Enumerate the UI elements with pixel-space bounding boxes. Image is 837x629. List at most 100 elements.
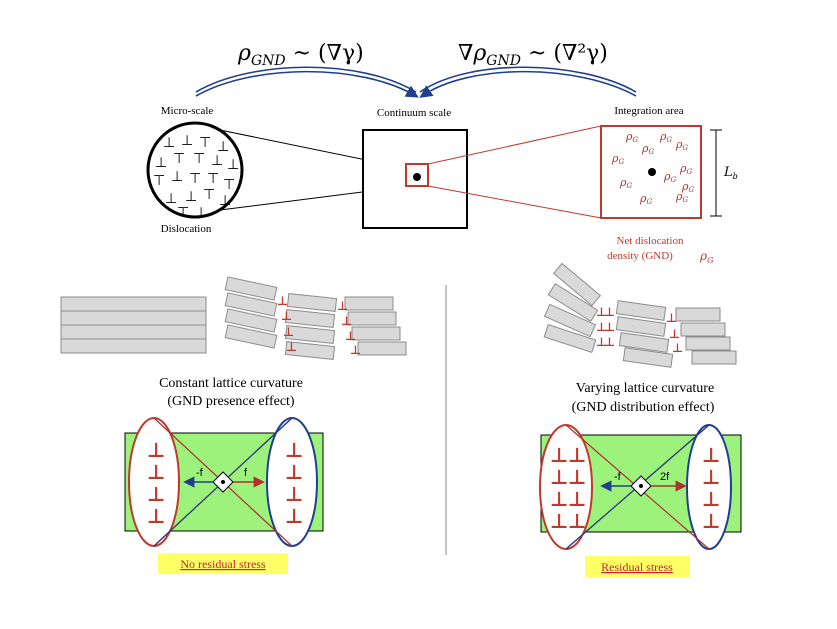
lattice-block [224,276,278,301]
dislocation-symbol: ⊤ [189,170,201,186]
dislocation-symbol: ⊥ [217,138,229,154]
ellipse-dislocation-symbol: ⊥ [285,484,303,506]
length-marker: Lb [710,129,738,217]
left-title-line1: Constant lattice curvature [159,376,303,391]
rho-g-label: ρG [679,162,692,176]
gnd-dislocation-symbol: ⊥ [350,343,361,357]
lattice-block [224,308,278,333]
ellipse-dislocation-symbol: ⊥ [285,506,303,528]
lattice-block [691,350,737,365]
rho-g-label: ρG [659,130,672,144]
lattice-block [286,292,338,313]
left-force-minus-label: -f [196,467,204,479]
gnd-dislocation-symbol: ⊥ [666,311,677,325]
gnd-dislocation-symbol: ⊥ [277,294,288,308]
right-title-line2: (GND distribution effect) [572,400,715,415]
dislocation-symbol: ⊤ [203,186,215,202]
lattice-block [618,332,670,353]
ellipse-dislocation-symbol: ⊥ [147,506,165,528]
ellipse-dislocation-symbol: ⊥ [147,440,165,462]
rho-g-label: ρG [625,130,638,144]
dislocation-symbol: ⊤ [193,150,205,166]
lattice-block [351,326,401,341]
lattice-block [224,292,278,317]
dislocation-symbol: ⊥ [219,192,231,208]
svg-text:Net dislocation: Net dislocation [617,235,684,247]
dislocation-symbol: ⊤ [173,150,185,166]
rho-g-label: ρG [675,190,688,204]
gnd-dislocation-symbol: ⊥ [281,309,292,323]
dislocation-symbol: ⊤ [223,176,235,192]
ellipse-dislocation-symbol: ⊥ [702,511,720,533]
gnd-dislocation-symbol: ⊥ [596,320,607,334]
gnd-dislocation-symbol: ⊥ [604,320,615,334]
lattice-block [357,341,407,356]
no-residual-stress-badge: No residual stress [158,553,288,574]
dislocation-symbol: ⊥ [185,188,197,204]
rho-g-label: ρG [639,192,652,206]
micro-scale-circle: ⊥ ⊥ ⊤ ⊥⊥ ⊤ ⊤ ⊥ ⊥⊤ ⊥ ⊤ ⊤ ⊤⊥ ⊥ ⊤ ⊥⊤ ⊥ [146,121,244,220]
dislocation-symbol: ⊤ [153,172,165,188]
gnd-dislocation-symbol: ⊥ [672,341,683,355]
ellipse-dislocation-symbol: ⊥ [568,511,586,533]
dislocation-symbol: ⊥ [181,132,193,148]
lattice-block [622,347,674,368]
right-force-plus-label: 2f [660,471,670,483]
dislocation-symbol: ⊤ [199,134,211,150]
lattice-block [284,308,336,329]
dislocation-symbol: ⊥ [171,168,183,184]
lattice-block [675,307,721,322]
gnd-dislocation-symbol: ⊥ [596,335,607,349]
continuum-scale-label: Continuum scale [377,107,451,119]
lattice-block [224,324,278,349]
gnd-dislocation-symbol: ⊥ [341,314,352,328]
ellipse-dislocation-symbol: ⊥ [285,462,303,484]
rho-g-label: ρG [619,176,632,190]
lattice-block [347,311,397,326]
micro-scale-label: Micro-scale [161,105,214,117]
ellipse-dislocation-symbol: ⊥ [550,445,568,467]
svg-text:Lb: Lb [723,165,738,181]
svg-text:ρG: ρG [699,249,714,265]
rho-g-label: ρG [641,142,654,156]
lattice-block [547,283,599,322]
lattice-block [284,324,336,345]
dislocation-symbol: ⊥ [227,156,239,172]
curved-lattice-right: ⊥⊥⊥⊥⊥⊥⊥⊥⊥ [543,262,737,368]
lattice-block [543,303,597,338]
lattice-block [284,340,336,361]
dislocation-symbol: ⊥ [165,190,177,206]
dislocation-symbol: ⊤ [177,204,189,220]
lattice-block [552,262,602,307]
ellipse-dislocation-symbol: ⊥ [568,467,586,489]
gnd-dislocation-symbol: ⊥ [604,305,615,319]
gnd-dislocation-symbol: ⊥ [337,299,348,313]
dislocation-symbol: ⊥ [195,204,207,220]
dislocation-symbol: ⊥ [211,152,223,168]
flat-lattice-stack [60,296,207,354]
svg-text:ρGND ~ (∇γ): ρGND ~ (∇γ) [237,41,364,69]
lattice-block [615,316,667,337]
rho-g-label: ρG [681,180,694,194]
lattice-block [615,300,667,321]
svg-text:Residual stress: Residual stress [601,560,673,574]
lattice-block [344,296,394,311]
svg-text:No residual stress: No residual stress [180,557,266,571]
right-title-line1: Varying lattice curvature [576,381,714,396]
left-title-line2: (GND presence effect) [167,394,295,409]
ellipse-dislocation-symbol: ⊥ [550,511,568,533]
net-density-label: Net dislocation density (GND) ρG [607,235,714,265]
lattice-block [543,323,597,354]
continuum-square [362,129,468,229]
rho-g-label: ρG [675,138,688,152]
ellipse-dislocation-symbol: ⊥ [702,489,720,511]
lattice-block [680,322,726,337]
lattice-block [685,336,731,351]
rho-g-label: ρG [611,152,624,166]
right-formula: ∇ρGND ~ (∇²γ) [458,41,608,69]
ellipse-dislocation-symbol: ⊥ [702,467,720,489]
svg-text:density (GND): density (GND) [607,250,673,262]
ellipse-dislocation-symbol: ⊥ [147,484,165,506]
curved-lattice-left: ⊥⊥⊥⊥⊥⊥⊥⊥ [224,276,407,361]
